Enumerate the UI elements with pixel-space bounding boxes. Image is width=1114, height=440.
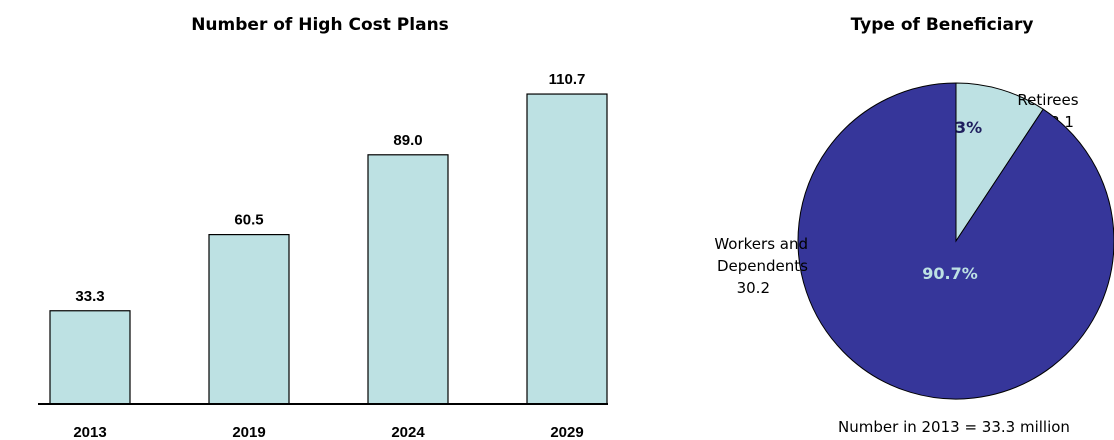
pie-chart: Type of Beneficiary 9.3%Retirees3.190.7%… <box>714 15 1114 436</box>
x-tick-label-2029: 2029 <box>550 424 583 440</box>
bar-value-label-2019: 60.5 <box>234 212 263 229</box>
bar-2019 <box>208 234 290 405</box>
bar-2013 <box>49 310 131 405</box>
pie-outer-label-retirees-line-1: Retirees <box>1017 91 1078 109</box>
pie-chart-title: Type of Beneficiary <box>851 15 1034 35</box>
x-tick-label-2024: 2024 <box>391 424 425 440</box>
bar-chart: Number of High Cost Plans 33.3 2013 60.5 20… <box>38 15 608 440</box>
pie-slice-retirees <box>955 82 1044 243</box>
bars-group: 33.3 2013 60.5 2019 89.0 2024 110.7 2029 <box>49 71 608 440</box>
bar-value-label-2024: 89.0 <box>393 132 422 149</box>
bar-2029 <box>526 93 608 405</box>
pie-outer-label-workers-and-dependents-line-2: Dependents <box>717 257 808 275</box>
pie-slice-workers-and-dependents <box>797 82 1114 400</box>
bar-2024 <box>367 154 449 405</box>
bar-value-label-2029: 110.7 <box>549 71 586 88</box>
pie-footnote: Number in 2013 = 33.3 million <box>838 418 1070 436</box>
bar-value-label-2013: 33.3 <box>75 288 104 305</box>
x-tick-label-2019: 2019 <box>232 424 265 440</box>
pie-percent-label-workers-and-dependents: 90.7% <box>922 264 978 283</box>
bar-chart-title: Number of High Cost Plans <box>191 15 449 35</box>
pie-outer-label-workers-and-dependents-line-3: 30.2 <box>737 279 770 297</box>
pie-outer-label-workers-and-dependents-line-1: Workers and <box>714 235 808 253</box>
x-tick-label-2013: 2013 <box>73 424 106 440</box>
